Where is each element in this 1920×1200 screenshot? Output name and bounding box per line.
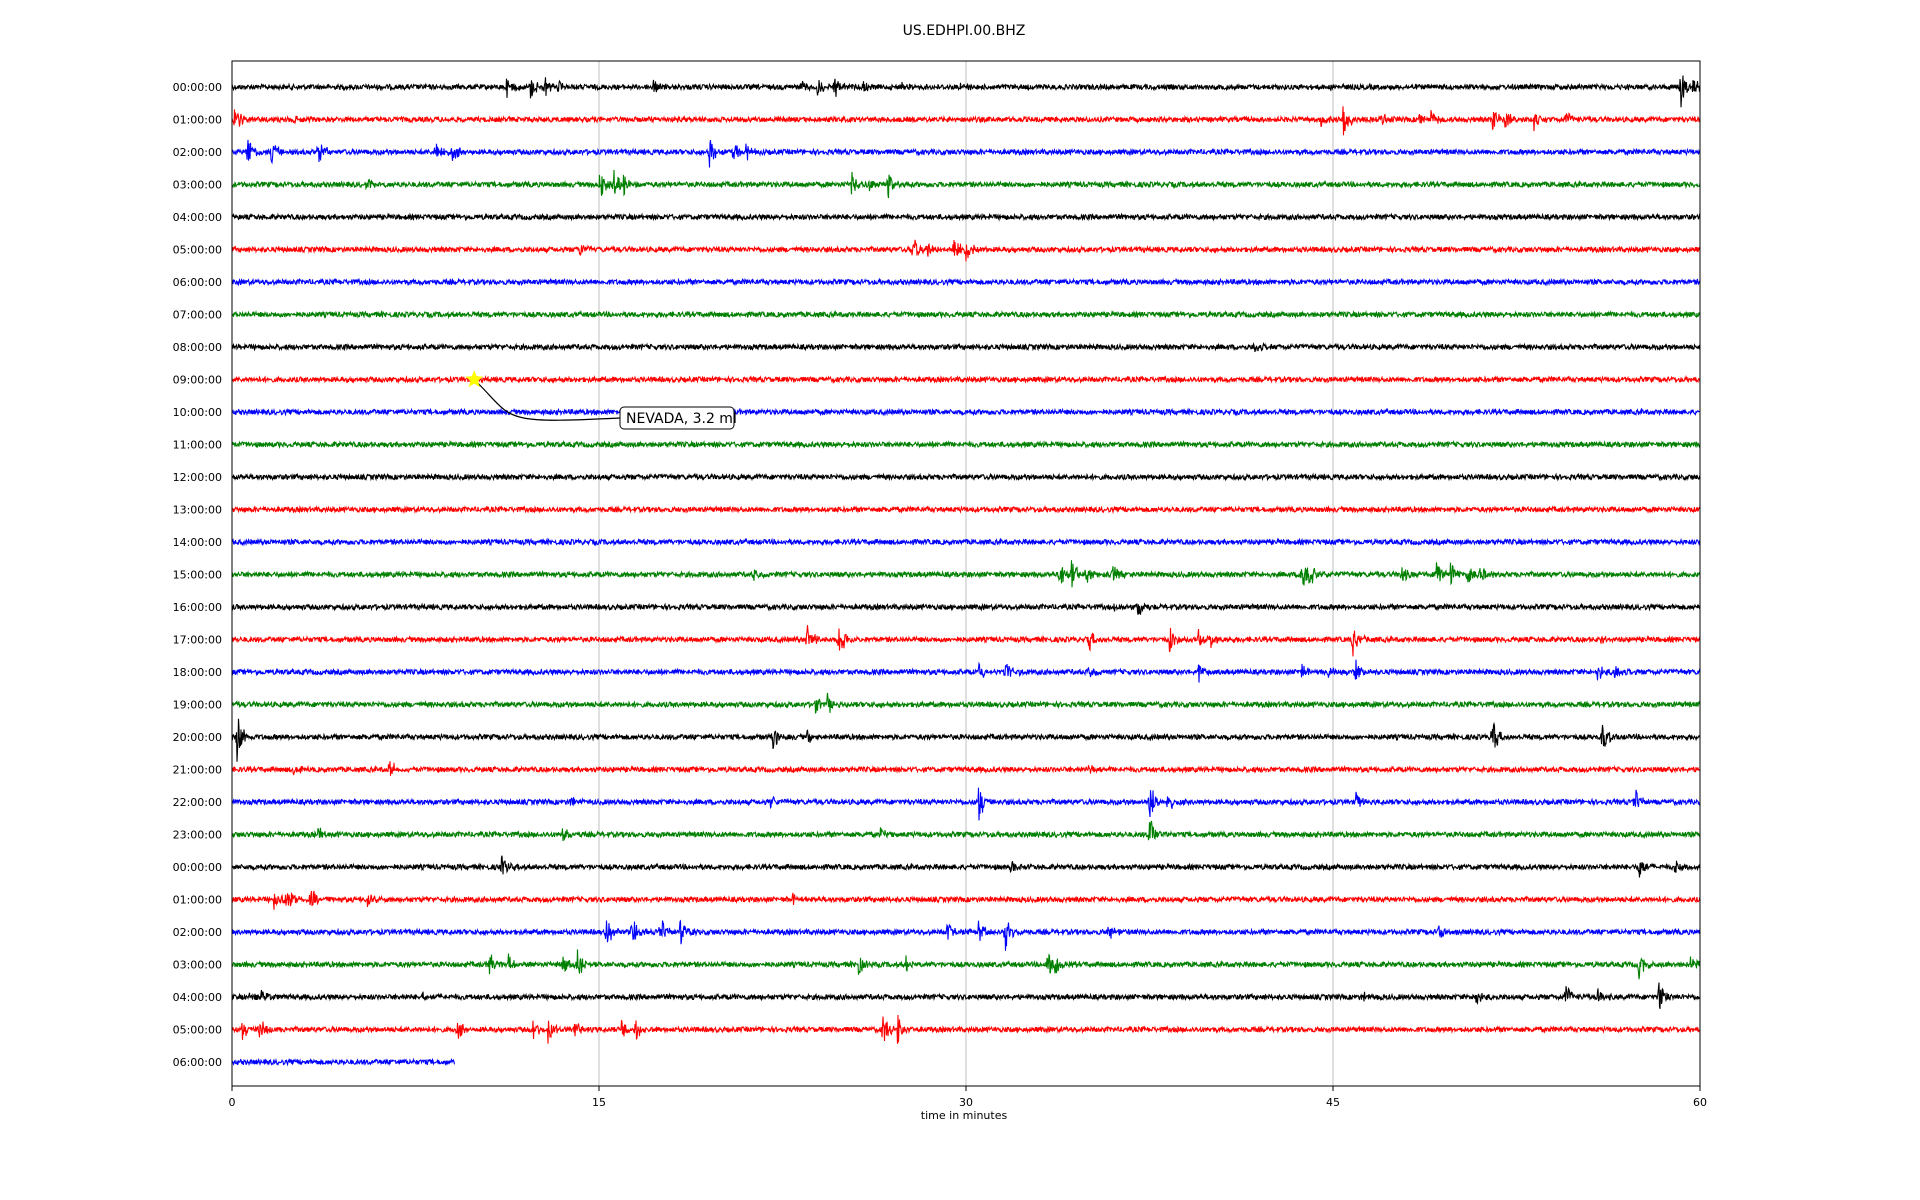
annotation-box: [619, 406, 735, 430]
trace-row: [231, 537, 1701, 547]
y-tick-label: 02:00:00: [173, 926, 222, 939]
trace-row: [231, 504, 1701, 515]
y-tick-label: 15:00:00: [173, 569, 222, 582]
trace-row: [231, 75, 1701, 108]
event-star-marker: [465, 370, 484, 388]
y-tick-label: 21:00:00: [173, 764, 222, 777]
trace-group: [231, 75, 1701, 1067]
trace-row: [231, 139, 1701, 168]
y-tick-label: 08:00:00: [173, 341, 222, 354]
y-tick-label: 23:00:00: [173, 829, 222, 842]
x-tick-label: 45: [1326, 1096, 1340, 1109]
x-axis-label: time in minutes: [921, 1109, 1008, 1122]
y-tick-label: 00:00:00: [173, 861, 222, 874]
trace-row: [231, 982, 1701, 1010]
y-tick-label: 01:00:00: [173, 894, 222, 907]
trace-row: [231, 472, 1701, 482]
trace-row: [231, 761, 1701, 776]
trace-row: [231, 407, 1701, 417]
y-tick-label: 20:00:00: [173, 731, 222, 744]
y-tick-label: 10:00:00: [173, 406, 222, 419]
trace-row: [231, 239, 1701, 262]
x-tick-label: 0: [229, 1096, 236, 1109]
y-tick-label: 09:00:00: [173, 374, 222, 387]
y-tick-label: 03:00:00: [173, 179, 222, 192]
trace-row: [231, 659, 1701, 683]
trace-row: [231, 625, 1701, 657]
trace-row: [232, 309, 1701, 320]
y-tick-label: 05:00:00: [173, 244, 222, 257]
y-tick-label: 13:00:00: [173, 504, 222, 517]
y-tick-labels: 00:00:00 01:00:00 02:00:00 03:00:00 04:00:00…: [173, 81, 222, 1069]
x-tick-label: 15: [592, 1096, 606, 1109]
y-tick-label: 22:00:00: [173, 796, 222, 809]
trace-row: [231, 341, 1701, 352]
trace-row: [231, 169, 1701, 199]
y-tick-label: 11:00:00: [173, 439, 222, 452]
trace-row: [231, 1014, 1701, 1044]
trace-row: [231, 890, 1701, 910]
trace-row: [231, 787, 1701, 821]
trace-row: [231, 820, 1701, 842]
y-tick-label: 07:00:00: [173, 309, 222, 322]
trace-row: [231, 106, 1701, 136]
y-tick-label: 14:00:00: [173, 536, 222, 549]
y-tick-label: 04:00:00: [173, 991, 222, 1004]
y-tick-label: 04:00:00: [173, 211, 222, 224]
y-tick-label: 19:00:00: [173, 699, 222, 712]
trace-row: [231, 1057, 456, 1067]
trace-row: [231, 692, 1701, 714]
trace-row: [231, 277, 1701, 287]
trace-row: [231, 439, 1701, 450]
trace-row: [231, 919, 1701, 951]
y-tick-label: 06:00:00: [173, 1056, 222, 1069]
trace-row: [231, 949, 1701, 980]
y-tick-label: 00:00:00: [173, 81, 222, 94]
y-tick-label: 02:00:00: [173, 146, 222, 159]
event-annotation: NEVADA, 3.2 ml: [465, 370, 737, 430]
x-tick-label: 60: [1693, 1096, 1707, 1109]
trace-row: [231, 212, 1701, 222]
y-tick-label: 16:00:00: [173, 601, 222, 614]
y-tick-label: 03:00:00: [173, 959, 222, 972]
y-tick-label: 18:00:00: [173, 666, 222, 679]
y-tick-label: 12:00:00: [173, 471, 222, 484]
trace-row: [231, 602, 1701, 615]
y-tick-label: 17:00:00: [173, 634, 222, 647]
y-tick-label: 05:00:00: [173, 1024, 222, 1037]
x-axis: 0 15 30 45 60: [229, 1086, 1707, 1109]
x-tick-label: 30: [959, 1096, 973, 1109]
trace-row: [231, 855, 1701, 878]
trace-row: [231, 560, 1701, 588]
annotation-label: NEVADA, 3.2 ml: [626, 411, 737, 427]
y-tick-label: 01:00:00: [173, 114, 222, 127]
annotation-arrow: [477, 383, 621, 421]
trace-row: [231, 718, 1701, 762]
y-tick-label: 06:00:00: [173, 276, 222, 289]
chart-title: US.EDHPI.00.BHZ: [903, 23, 1026, 39]
